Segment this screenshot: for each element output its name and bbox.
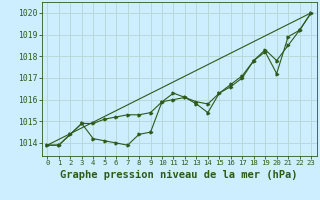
X-axis label: Graphe pression niveau de la mer (hPa): Graphe pression niveau de la mer (hPa) [60, 170, 298, 180]
